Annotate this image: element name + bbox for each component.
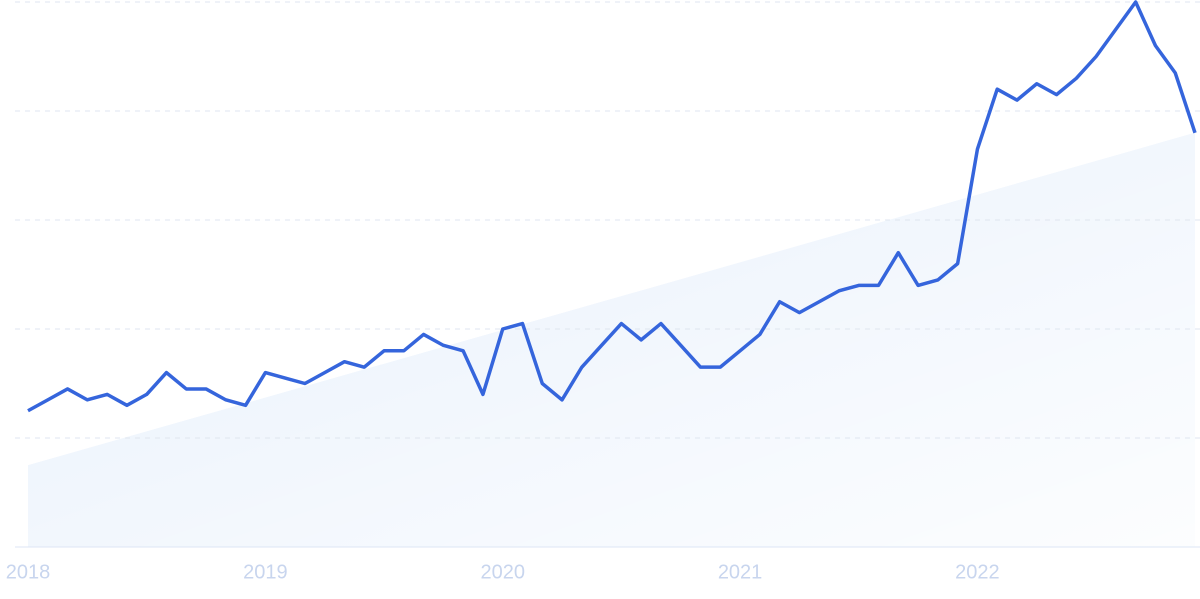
x-tick-label: 2020 <box>480 561 525 583</box>
x-tick-label: 2019 <box>243 561 288 583</box>
trend-area-shade <box>28 132 1195 548</box>
data-line <box>27 0 1197 413</box>
x-tick-label: 2021 <box>718 561 763 583</box>
x-tick-label: 2022 <box>955 561 1000 583</box>
x-tick-label: 2018 <box>6 561 51 583</box>
